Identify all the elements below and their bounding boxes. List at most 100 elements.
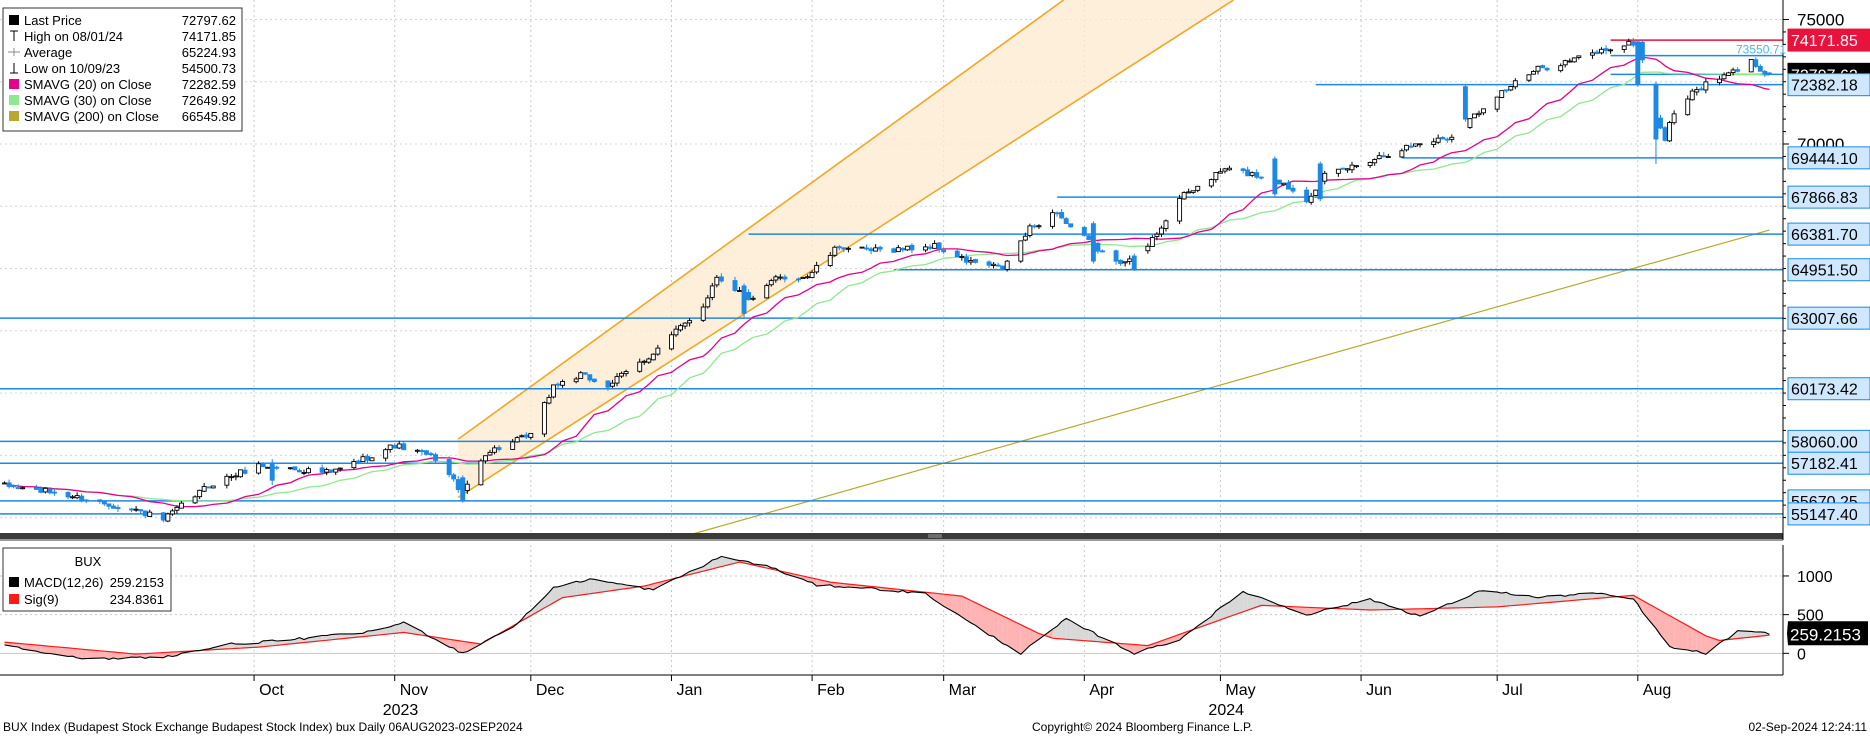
candle-body	[98, 500, 102, 502]
candle-2024-03-25	[1051, 210, 1055, 229]
candle-body	[933, 244, 937, 249]
candle-body	[511, 442, 515, 450]
candle-body	[769, 281, 773, 285]
level-label-13: 55147.40	[1791, 507, 1858, 524]
candle-body	[1123, 262, 1127, 263]
candle-body	[1150, 237, 1154, 246]
candle-body	[1001, 266, 1005, 269]
candle-body	[869, 249, 873, 251]
candle-body	[102, 502, 106, 504]
price-legend-label-4: SMAVG (20) on Close	[24, 77, 152, 92]
candle-2024-02-06	[833, 246, 837, 257]
candle-2024-01-30	[801, 277, 805, 278]
price-legend-value-3: 54500.73	[182, 61, 236, 76]
candle-body	[1246, 170, 1250, 176]
candle-body	[275, 467, 279, 468]
candle-body	[1164, 221, 1168, 229]
candle-2024-04-01	[1082, 226, 1086, 236]
macd-fill-segment	[1352, 602, 1357, 609]
macd-fill-segment	[1692, 628, 1697, 651]
candle-body	[488, 452, 492, 455]
candle-body	[1277, 180, 1281, 184]
x-tick-label-4: Feb	[817, 682, 845, 699]
candle-body	[1064, 219, 1068, 224]
macd-fill-segment	[1484, 591, 1498, 607]
candle-2024-03-29	[1069, 223, 1073, 227]
candle-body	[397, 444, 401, 448]
candle-body	[21, 488, 25, 489]
candle-body	[1604, 49, 1608, 51]
candle-2023-11-13	[447, 456, 451, 477]
candle-2024-04-22	[1178, 195, 1182, 224]
candle-body	[1463, 87, 1467, 119]
candle-body	[1527, 75, 1531, 80]
candle-body	[1060, 213, 1064, 218]
candle-2024-05-28	[1341, 167, 1345, 169]
candle-body	[1314, 190, 1318, 195]
candle-body	[1513, 81, 1517, 87]
macd-legend-swatch-1	[9, 594, 19, 604]
legend-swatch	[9, 95, 19, 105]
level-label-8: 63007.66	[1791, 311, 1858, 328]
candle-body	[66, 493, 70, 497]
candle-2024-06-24	[1463, 84, 1467, 121]
candle-body	[1178, 198, 1182, 221]
candle-body	[638, 362, 642, 371]
candle-body	[225, 476, 229, 485]
candle-body	[1227, 168, 1231, 170]
price-legend-value-5: 72649.92	[182, 93, 236, 108]
candle-body	[1736, 70, 1740, 72]
macd-fill-segment	[608, 582, 613, 591]
candle-2024-08-26	[1749, 59, 1753, 72]
candle-body	[1622, 46, 1626, 50]
candle-body	[1019, 241, 1023, 261]
macd-fill-segment	[68, 648, 73, 656]
macd-fill-segment	[100, 651, 105, 658]
macd-fill-segment	[1375, 602, 1380, 610]
candle-body	[1482, 109, 1486, 113]
candle-body	[583, 373, 587, 374]
candle-body	[778, 277, 782, 278]
candle-body	[1096, 243, 1100, 251]
candle-body	[1318, 164, 1322, 199]
candle-body	[860, 247, 864, 248]
candle-body	[243, 470, 247, 473]
candle-body	[71, 497, 75, 498]
candle-body	[1441, 137, 1445, 139]
candle-2024-01-22	[765, 283, 769, 298]
candle-2023-10-04	[266, 467, 270, 468]
footer-right: 02-Sep-2024 12:24:11	[1748, 720, 1867, 734]
x-tick-label-2: Dec	[536, 682, 564, 699]
candle-body	[402, 444, 406, 450]
candle-body	[52, 492, 56, 493]
candle-body	[116, 508, 120, 509]
candle-body	[801, 278, 805, 279]
candle-2024-04-23	[1182, 191, 1186, 200]
candle-body	[683, 323, 687, 326]
candle-2024-05-22	[1314, 190, 1318, 197]
candle-body	[1727, 73, 1731, 76]
panel-separator	[0, 533, 1783, 539]
macd-fill-segment	[1697, 631, 1702, 653]
x-tick-label-10: Aug	[1643, 682, 1671, 699]
candle-body	[719, 277, 723, 281]
candle-body	[901, 248, 905, 249]
candle-body	[1627, 41, 1631, 45]
candle-body	[1659, 118, 1663, 128]
macd-fill-segment	[998, 614, 1003, 644]
macd-fill-segment	[1003, 616, 1008, 646]
candle-body	[624, 372, 628, 374]
candle-body	[955, 251, 959, 257]
price-legend-value-2: 65224.93	[182, 45, 236, 60]
candle-body	[1368, 163, 1372, 166]
candle-2023-09-22	[211, 486, 215, 489]
candle-body	[1350, 165, 1354, 170]
candle-body	[896, 248, 900, 252]
candle-body	[1196, 186, 1200, 190]
candle-body	[329, 470, 333, 472]
candle-2024-04-12	[1132, 254, 1136, 271]
candle-body	[1386, 156, 1390, 157]
candle-body	[1495, 97, 1499, 109]
